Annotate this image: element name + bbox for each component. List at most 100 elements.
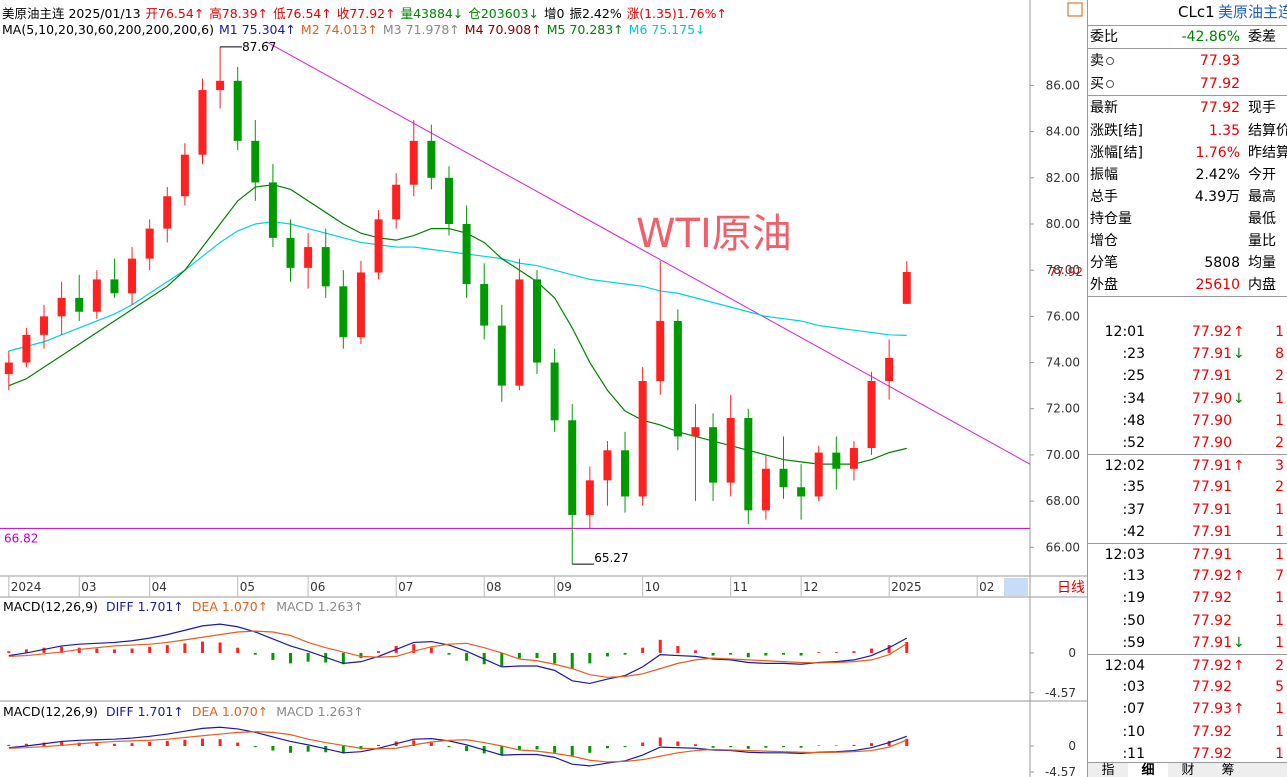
quote-label: 增仓 <box>1090 233 1118 249</box>
tick-arrow: ↑ <box>1233 658 1245 674</box>
x-tick-label: 11 <box>733 580 748 594</box>
candle-body <box>304 247 313 268</box>
macd-bar <box>165 740 169 747</box>
scroll-thumb[interactable] <box>1004 578 1028 596</box>
quote-row: 总手 4.39万 最高 <box>1088 186 1287 208</box>
macd-bar <box>605 746 609 749</box>
candle-body <box>761 468 770 511</box>
header-line: 美原油主连 2025/01/13 开76.54↑ 高78.39↑ 低76.54↑ 收77… <box>2 3 732 22</box>
quote-value: 77.92 <box>1199 76 1240 92</box>
candle-body <box>480 284 489 326</box>
tab[interactable]: 筹 <box>1221 763 1235 777</box>
candle-body <box>902 272 911 304</box>
candle-body <box>57 297 66 317</box>
macd-bar <box>130 743 134 747</box>
macd-bar <box>42 647 46 653</box>
candle-body <box>4 362 13 375</box>
macd-bar <box>306 746 310 752</box>
quote-row: 增仓 量比 <box>1088 230 1287 252</box>
y-tick-label: 66.00 <box>1046 540 1080 554</box>
macd-bar <box>729 652 733 655</box>
tick-time: :07 <box>1122 701 1145 718</box>
quote-label: 持仓量 <box>1090 211 1132 227</box>
window-button[interactable] <box>1067 2 1083 17</box>
candle-body <box>867 381 876 448</box>
candle-body <box>286 237 295 268</box>
x-tick-label: 03 <box>81 580 96 594</box>
quote-extra-label: 最低 <box>1248 211 1276 227</box>
y-tick-label: 74.00 <box>1046 356 1080 370</box>
quote-extra-label: 最高 <box>1248 189 1276 205</box>
tick-row: :03 77.92 5 <box>1088 676 1287 698</box>
macd-bar <box>7 744 11 747</box>
macd-bar <box>746 746 750 749</box>
tick-volume: 2 <box>1275 368 1284 385</box>
diff-line <box>8 623 908 685</box>
macd-bar <box>289 746 293 753</box>
period-label[interactable]: 日线 <box>1057 580 1085 596</box>
header-item: 仓203603↓ <box>468 6 540 21</box>
candle-body <box>621 450 630 497</box>
tick-row: 12:03 77.91 1 <box>1088 543 1287 566</box>
y-tick-label: 76.00 <box>1046 309 1080 323</box>
candle-body <box>444 177 453 224</box>
candle-body <box>832 452 841 469</box>
quote-extra-label: 今开 <box>1248 167 1276 183</box>
x-tick-label: 10 <box>645 580 660 594</box>
macd-bar <box>148 742 152 747</box>
header-item: 涨(1.35)1.76%↑ <box>626 6 727 21</box>
tick-row: :59 77.91 ↓ 1 <box>1088 632 1287 654</box>
high-label: 87.67 <box>242 40 276 54</box>
candle-body <box>673 320 682 437</box>
macd-bar <box>465 746 469 752</box>
candle-body <box>656 320 665 382</box>
legend-item: MACD 1.263↑ <box>276 599 364 614</box>
tab[interactable]: 财 <box>1181 763 1195 777</box>
tick-price: 77.92 <box>1191 612 1232 629</box>
tick-row: :42 77.91 1 <box>1088 521 1287 543</box>
tick-price: 77.90 <box>1191 435 1232 451</box>
tick-price: 77.92 <box>1191 590 1232 607</box>
annotation: WTI原油 <box>636 211 792 257</box>
macd-bar <box>465 652 469 661</box>
quote-label: 委比 <box>1090 29 1118 45</box>
macd-bar <box>535 746 539 750</box>
macd-bar <box>711 746 715 748</box>
macd-bar <box>799 746 803 748</box>
tick-row: :23 77.91 ↓ 8 <box>1088 343 1287 365</box>
quote-row: 最新 77.92 现手 <box>1088 97 1287 119</box>
trend-line <box>265 41 1031 465</box>
candle-body <box>709 427 718 483</box>
quote-row: 振幅 2.42% 今开 <box>1088 164 1287 186</box>
last-price-label: 77.92 <box>1049 265 1083 279</box>
y-tick-label: 70.00 <box>1046 448 1080 462</box>
quote-panel: CLc1 美原油主连 委比 -42.86% 委差卖 77.93 买 77.92 最新 77.9… <box>1087 0 1287 777</box>
macd-bar <box>429 742 433 747</box>
quote-value: -42.86% <box>1181 29 1240 45</box>
macd-bar <box>130 648 134 653</box>
ma-line <box>8 221 907 352</box>
candle-body <box>550 362 559 421</box>
tick-volume: 5 <box>1275 679 1284 696</box>
candle-body <box>726 417 735 483</box>
legend-item: DEA 1.070↑ <box>192 704 268 719</box>
macd-bar <box>148 646 152 653</box>
candle-body <box>92 279 101 312</box>
candle-body <box>603 450 612 481</box>
candle-body <box>779 468 788 488</box>
tab[interactable]: 指 <box>1101 763 1115 777</box>
panel-label: MACD(12,26,9) <box>3 704 98 719</box>
tick-row: :35 77.91 2 <box>1088 476 1287 498</box>
tick-price: 77.92 <box>1191 658 1232 674</box>
y-tick-label: 0 <box>1068 646 1076 660</box>
tick-time: :10 <box>1122 723 1145 740</box>
macd-bar <box>236 742 240 747</box>
tab[interactable]: 细 <box>1128 763 1168 777</box>
candle-body <box>22 334 31 363</box>
tick-volume: 2 <box>1275 479 1284 496</box>
macd-bar <box>658 639 662 653</box>
quote-value: 77.93 <box>1199 53 1240 69</box>
macd-bar <box>570 652 574 669</box>
macd-bar <box>676 645 680 653</box>
info-icon <box>1106 80 1114 88</box>
